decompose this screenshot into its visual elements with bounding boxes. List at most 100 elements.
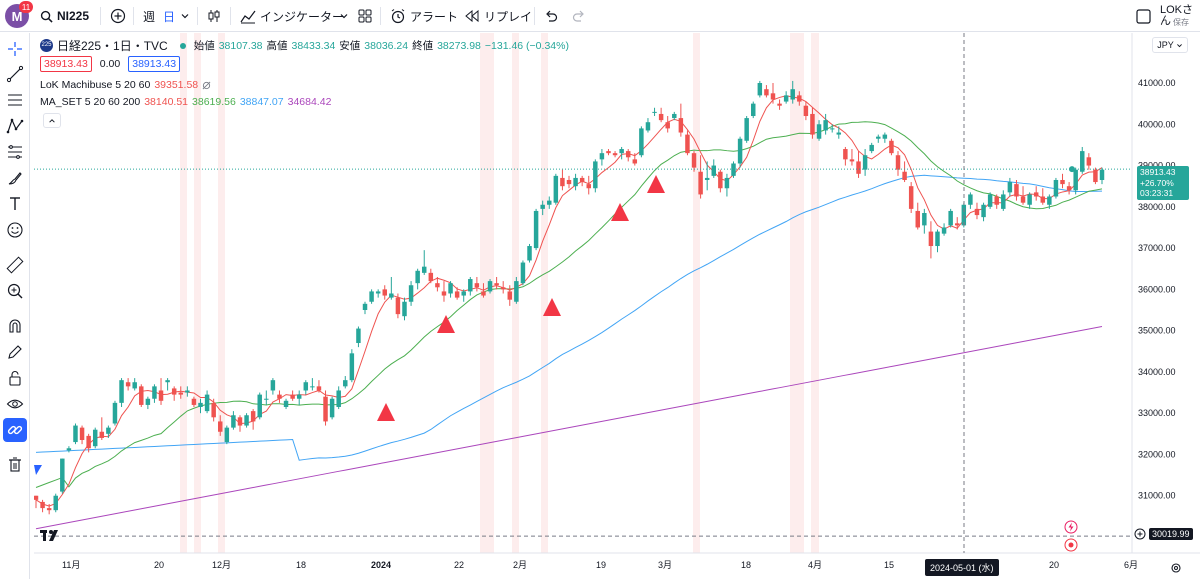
candle-body [889,140,894,154]
candle-body [34,495,39,500]
candle-body [402,301,407,317]
buy-button[interactable]: 38913.43 [128,56,181,72]
candle-body [540,204,545,209]
time-tick-label: 2024 [371,560,391,570]
candle-body [441,291,447,296]
price-chart[interactable]: 41000.00 40000.00 39000.00 38000.00 37000.00… [34,33,1200,579]
brush-tool[interactable] [3,166,27,190]
gear-icon [1171,563,1181,573]
magnet-tool[interactable] [3,314,27,338]
chart-pane[interactable]: 41000.00 40000.00 39000.00 38000.00 37000.00… [34,33,1200,579]
highlight-band [480,33,494,553]
candle-body [1053,179,1059,197]
sell-button[interactable]: 38913.43 [40,56,92,72]
save-label[interactable]: 保存 [1173,18,1189,27]
candle-body [1027,194,1032,205]
buy-signal-triangle [437,315,455,333]
time-tick-label: 18 [296,560,306,570]
low-value: 38036.24 [364,39,409,52]
remove-drawings-tool[interactable] [3,453,27,477]
candle-body [231,415,236,428]
indicator-legend-1[interactable]: LoK Machibuse 5 20 60 39351.58 [40,79,211,91]
lock-tool[interactable] [3,366,27,390]
layout-checkbox[interactable] [1136,0,1151,32]
ma60-value: 38847.07 [239,96,284,108]
alert-label: アラート [410,9,459,24]
visibility-tool[interactable] [3,392,27,416]
candle-body [1001,194,1006,209]
target-icon[interactable] [1064,538,1078,557]
indicators-button[interactable]: インジケーター [240,0,344,32]
candle-body [264,398,269,400]
sync-drawings-tool[interactable] [3,418,27,442]
candle-body [323,396,328,422]
candle-body [823,120,828,131]
ruler-tool[interactable] [3,253,27,277]
indicator-name: LoK Machibuse 5 20 60 [40,79,151,91]
lines-tool[interactable] [3,88,27,112]
buy-signal-triangle [543,298,561,316]
legend-title: 日経225・1日・TVC [57,39,168,53]
candle-body [862,155,868,170]
last-change: +26.70% [1140,177,1174,188]
candle-body [283,400,289,407]
candle-body [421,266,427,273]
candle-body [349,353,355,381]
axis-settings-button[interactable] [1170,561,1182,579]
interval-dropdown[interactable] [180,0,190,32]
candle-body [751,103,756,117]
interval-weekly[interactable]: 週 [143,9,156,24]
layout-button[interactable] [358,0,372,32]
stay-drawing-tool[interactable] [3,340,27,364]
time-tick-label: 15 [884,560,894,570]
candle-body [375,291,381,294]
zoom-tool[interactable] [3,279,27,303]
pattern-tool[interactable] [3,114,27,138]
emoji-tool[interactable] [3,218,27,242]
candle-body [1014,184,1019,197]
crosshair-tool[interactable] [3,37,27,61]
user-name[interactable]: LOKさん [1160,4,1194,27]
candle-body [218,421,223,432]
compare-button[interactable] [110,0,126,32]
candle-body [408,285,414,302]
candle-body [40,501,45,509]
candle-body [895,155,901,170]
square-icon [1136,8,1151,24]
text-tool[interactable] [3,192,27,216]
replay-button[interactable]: リプレイ [464,0,532,32]
redo-button[interactable] [572,0,586,32]
time-tick-label: 20 [154,560,164,570]
symbol-search[interactable]: NI225 [40,0,89,32]
candle-body [1093,169,1098,183]
ma5-value: 38140.51 [144,96,189,108]
divider [230,7,231,25]
time-tick-label: 12月 [212,560,231,570]
collapse-legend-button[interactable] [43,113,61,128]
currency-selector[interactable]: JPY [1152,37,1188,53]
candle-body [1073,169,1078,191]
candle-body [777,103,782,106]
candle-body [1060,179,1065,185]
chart-type-button[interactable] [206,0,222,32]
forecast-icon [8,145,22,159]
candle-body [106,427,111,434]
candle-body [619,149,624,154]
candles-icon [208,10,220,22]
candle-body [382,289,387,296]
alert-button[interactable]: アラート [390,0,458,32]
indicator-legend-2[interactable]: MA_SET 5 20 60 200 38140.51 38619.56 388… [40,96,331,108]
drawing-toolbar [0,33,30,579]
undo-button[interactable] [544,0,558,32]
candle-body [757,83,763,96]
prediction-tool[interactable] [3,140,27,164]
candle-body [296,394,302,399]
indicators-dropdown[interactable] [339,0,349,32]
pattern-icon [6,118,24,134]
plus-circle-icon[interactable] [1134,528,1146,540]
symbol-legend[interactable]: 225 日経225・1日・TVC 始値 38107.38 高値 38433.34 安… [40,37,569,54]
lightning-icon[interactable] [1064,520,1078,539]
price-tick-label: 32000.00 [1138,449,1176,459]
interval-daily[interactable]: 日 [163,9,176,24]
trendline-tool[interactable] [3,62,27,86]
